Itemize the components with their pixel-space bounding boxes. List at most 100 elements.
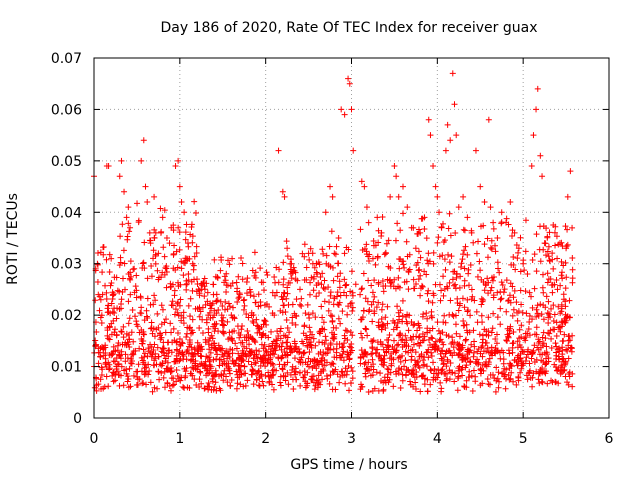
roti-point: [434, 239, 441, 246]
roti-point: [301, 241, 308, 248]
roti-point: [371, 385, 378, 392]
roti-point: [535, 376, 542, 383]
roti-point: [141, 239, 148, 246]
roti-point: [383, 349, 390, 356]
roti-point: [468, 372, 475, 379]
roti-point: [373, 369, 380, 376]
roti-point: [345, 246, 352, 253]
roti-point: [497, 296, 504, 303]
roti-point: [455, 204, 462, 211]
roti-point: [409, 370, 416, 377]
roti-point: [539, 379, 546, 386]
roti-point: [192, 365, 199, 372]
roti-point: [328, 228, 335, 235]
roti-point: [324, 375, 331, 382]
roti-point: [558, 305, 565, 312]
roti-point: [172, 358, 179, 365]
roti-point: [402, 357, 409, 364]
roti-point: [482, 282, 489, 289]
y-tick-label: 0.04: [51, 205, 82, 221]
roti-point: [119, 275, 126, 282]
roti-point: [569, 370, 576, 377]
roti-point: [545, 314, 552, 321]
roti-point: [226, 367, 233, 374]
roti-point: [296, 301, 303, 308]
roti-point: [161, 384, 168, 391]
roti-point: [407, 334, 414, 341]
roti-point: [554, 286, 561, 293]
roti-point: [309, 331, 316, 338]
roti-point: [348, 268, 355, 275]
roti-point: [94, 261, 101, 268]
roti-point: [398, 366, 405, 373]
roti-point: [180, 320, 187, 327]
roti-point: [369, 289, 376, 296]
roti-point: [116, 262, 123, 269]
roti-point: [539, 173, 546, 180]
roti-point: [198, 380, 205, 387]
roti-point: [327, 183, 334, 190]
roti-point: [545, 358, 552, 365]
roti-point: [196, 361, 203, 368]
roti-point: [369, 371, 376, 378]
roti-point: [255, 303, 262, 310]
roti-point: [152, 297, 159, 304]
roti-point: [451, 101, 458, 108]
roti-point: [557, 370, 564, 377]
roti-point: [379, 278, 386, 285]
roti-point: [203, 363, 210, 370]
roti-point: [495, 265, 502, 272]
roti-point: [545, 298, 552, 305]
roti-point: [456, 333, 463, 340]
roti-point: [145, 361, 152, 368]
roti-point: [104, 327, 111, 334]
roti-point: [168, 329, 175, 336]
roti-point: [569, 383, 576, 390]
roti-point: [558, 272, 565, 279]
roti-point: [195, 350, 202, 357]
roti-point: [382, 314, 389, 321]
roti-point: [110, 358, 117, 365]
roti-point: [562, 223, 569, 230]
roti-point: [498, 209, 505, 216]
roti-point: [415, 358, 422, 365]
roti-point: [97, 376, 104, 383]
roti-point: [443, 332, 450, 339]
roti-point: [192, 209, 199, 216]
roti-point: [263, 269, 270, 276]
roti-point: [538, 311, 545, 318]
roti-point: [547, 275, 554, 282]
roti-point: [479, 353, 486, 360]
roti-point: [457, 263, 464, 270]
roti-point: [430, 359, 437, 366]
roti-point: [381, 374, 388, 381]
roti-point: [414, 327, 421, 334]
roti-point: [385, 342, 392, 349]
roti-point: [358, 330, 365, 337]
roti-point: [199, 304, 206, 311]
roti-point: [241, 302, 248, 309]
roti-point: [225, 360, 232, 367]
roti-point: [130, 266, 137, 273]
roti-point: [377, 370, 384, 377]
roti-point: [262, 363, 269, 370]
roti-point: [430, 374, 437, 381]
roti-point: [321, 326, 328, 333]
roti-point: [255, 291, 262, 298]
roti-point: [502, 385, 509, 392]
roti-point: [257, 265, 264, 272]
roti-point: [488, 237, 495, 244]
roti-point: [141, 353, 148, 360]
roti-point: [452, 321, 459, 328]
roti-point: [130, 372, 137, 379]
roti-point: [473, 250, 480, 257]
roti-point: [485, 116, 492, 123]
roti-point: [271, 292, 278, 299]
roti-point: [330, 346, 337, 353]
roti-point: [464, 351, 471, 358]
roti-point: [467, 347, 474, 354]
roti-point: [341, 332, 348, 339]
roti-point: [564, 241, 571, 248]
roti-point: [417, 388, 424, 395]
roti-point: [229, 280, 236, 287]
